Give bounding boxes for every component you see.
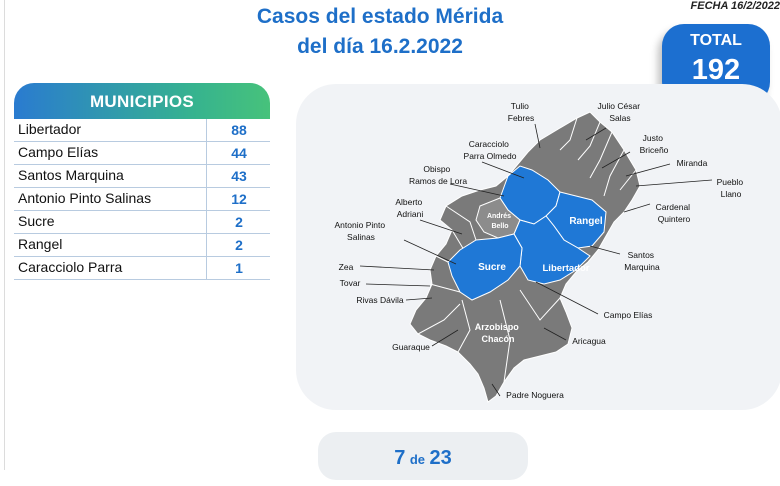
label-aricagua: Aricagua xyxy=(572,336,606,346)
label-julio-cesar-salas: Julio César Salas xyxy=(598,101,643,123)
page-title: Casos del estado Mérida del día 16.2.202… xyxy=(230,2,530,62)
municipio-name: Santos Marquina xyxy=(18,167,124,183)
municipio-cases: 2 xyxy=(206,234,271,256)
page-total: 23 xyxy=(429,447,452,469)
municipio-name: Antonio Pinto Salinas xyxy=(18,190,152,206)
label-miranda: Miranda xyxy=(677,158,708,168)
label-zea: Zea xyxy=(339,262,354,272)
label-arzobispo-chacon: Arzobispo Chacón xyxy=(475,322,522,344)
table-row: Caracciolo Parra 1 xyxy=(14,257,270,280)
municipio-name: Campo Elías xyxy=(18,144,99,160)
label-andres-bello: Andrés Bello xyxy=(487,213,513,230)
municipio-cases: 1 xyxy=(206,257,271,279)
table-row: Santos Marquina 43 xyxy=(14,165,270,188)
label-campo-elias: Campo Elías xyxy=(604,310,653,320)
total-label: TOTAL xyxy=(690,32,742,49)
label-obispo-ramos-de-lora: Obispo Ramos de Lora xyxy=(409,164,467,186)
municipios-table: Libertador 88 Campo Elías 44 Santos Marq… xyxy=(14,119,270,280)
title-line-2: del día 16.2.2022 xyxy=(297,35,463,58)
pagination-indicator: 7 de 23 xyxy=(318,432,528,480)
municipio-cases: 44 xyxy=(206,142,271,164)
label-caracciolo-parra-olmedo: Caracciolo Parra Olmedo xyxy=(464,139,517,161)
page-current: 7 xyxy=(394,447,406,469)
label-tovar: Tovar xyxy=(340,278,361,288)
label-antonio-pinto-salinas: Antonio Pinto Salinas xyxy=(335,220,388,242)
region-sucre xyxy=(447,233,523,301)
municipio-borders xyxy=(417,117,637,383)
municipio-name: Rangel xyxy=(18,236,63,252)
date-label: FECHA 16/2/2022 xyxy=(690,0,780,12)
municipio-cases: 12 xyxy=(206,188,271,210)
total-value: 192 xyxy=(691,54,741,86)
municipio-name: Libertador xyxy=(18,121,82,137)
label-sucre: Sucre xyxy=(478,262,506,273)
label-rivas-davila: Rivas Dávila xyxy=(356,295,404,305)
table-row: Campo Elías 44 xyxy=(14,142,270,165)
municipio-cases: 2 xyxy=(206,211,271,233)
region-rangel xyxy=(545,191,607,249)
label-rangel: Rangel xyxy=(569,216,603,227)
left-divider xyxy=(4,0,5,470)
municipios-header: MUNICIPIOS xyxy=(14,83,270,119)
table-row: Antonio Pinto Salinas 12 xyxy=(14,188,270,211)
municipio-cases: 43 xyxy=(206,165,271,187)
table-row: Sucre 2 xyxy=(14,211,270,234)
page-separator: de xyxy=(409,452,426,467)
municipio-cases: 88 xyxy=(206,119,271,141)
label-santos-marquina: Santos Marquina xyxy=(624,250,660,272)
label-libertador: Libertador xyxy=(543,263,590,274)
table-row: Rangel 2 xyxy=(14,234,270,257)
label-cardenal-quintero: Cardenal Quintero xyxy=(656,202,693,224)
label-tulio-febres: Tulio Febres xyxy=(508,101,534,123)
title-line-1: Casos del estado Mérida xyxy=(256,5,504,28)
label-guaraque: Guaraque xyxy=(392,342,430,352)
label-pueblo-llano: Pueblo Llano xyxy=(717,177,746,199)
table-row: Libertador 88 xyxy=(14,119,270,142)
merida-map: Tulio Febres Julio César Salas Justo Bri… xyxy=(335,101,746,403)
label-alberto-adriani: Alberto Adriani xyxy=(395,197,424,219)
municipio-name: Sucre xyxy=(18,213,55,229)
leader-lines xyxy=(359,123,713,397)
municipio-name: Caracciolo Parra xyxy=(18,259,123,275)
label-padre-noguera: Padre Noguera xyxy=(506,390,564,400)
label-justo-briceno: Justo Briceño xyxy=(640,133,669,155)
